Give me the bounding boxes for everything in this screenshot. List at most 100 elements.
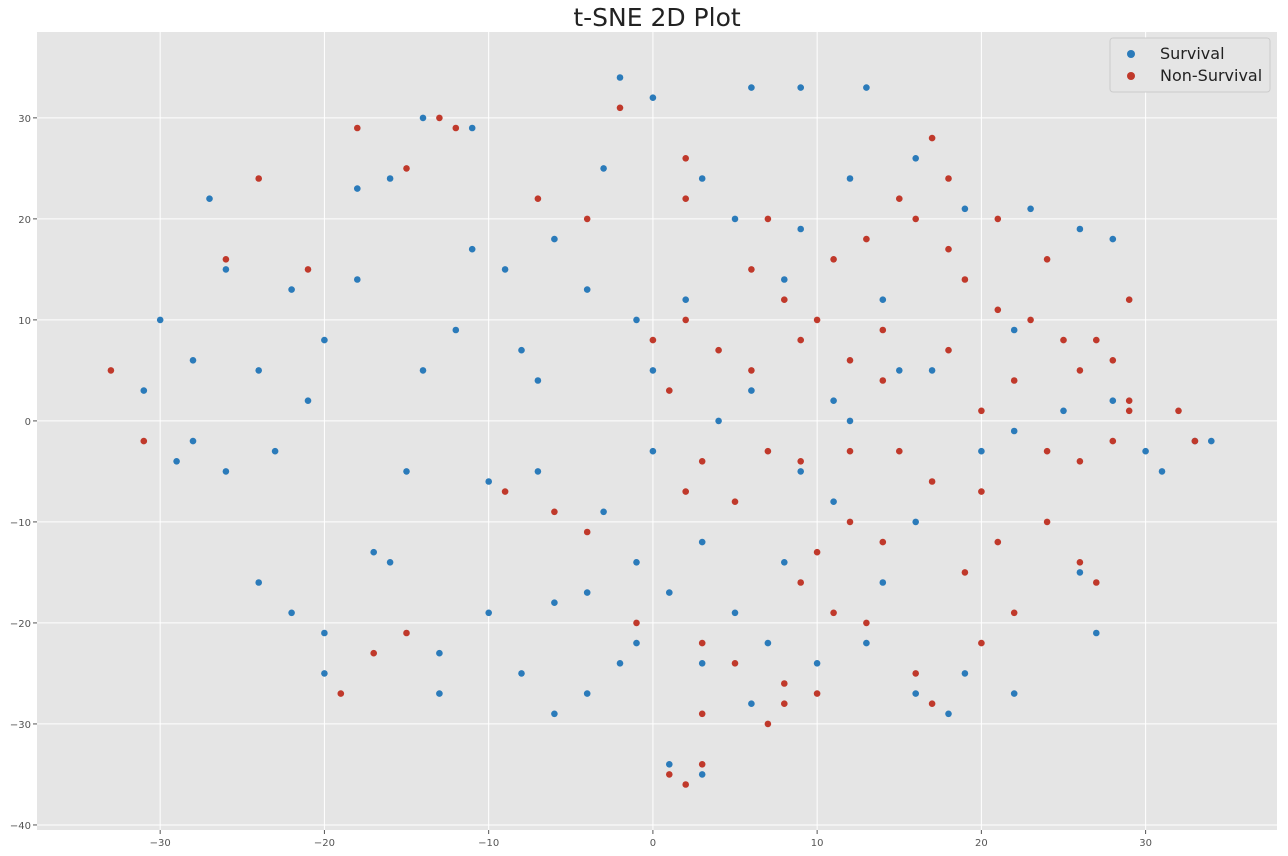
- survival-point: [1158, 468, 1166, 475]
- survival-point: [1010, 427, 1018, 435]
- y-tick-label: −10: [10, 518, 31, 529]
- non-survival-point: [370, 649, 378, 657]
- non-survival-point: [978, 488, 985, 495]
- plot-background: [37, 32, 1277, 830]
- survival-point: [304, 397, 312, 405]
- chart-title: t-SNE 2D Plot: [573, 3, 741, 32]
- non-survival-point: [403, 165, 410, 172]
- survival-point: [781, 276, 788, 283]
- survival-point: [189, 357, 197, 364]
- non-survival-point: [994, 215, 1002, 223]
- survival-point: [764, 639, 772, 647]
- survival-point: [830, 498, 837, 506]
- non-survival-point: [731, 498, 739, 506]
- survival-point: [813, 660, 821, 667]
- survival-point: [912, 155, 919, 162]
- non-survival-point: [879, 538, 887, 546]
- survival-point: [698, 660, 706, 667]
- non-survival-point: [616, 104, 624, 112]
- non-survival-point: [813, 690, 821, 697]
- survival-point: [797, 84, 804, 91]
- series-non-survival: [107, 104, 1199, 788]
- survival-point: [1027, 205, 1034, 213]
- non-survival-point: [452, 124, 460, 132]
- non-survival-point: [1125, 397, 1133, 405]
- non-survival-point: [978, 639, 985, 647]
- survival-point: [649, 367, 657, 374]
- survival-point: [1060, 407, 1067, 415]
- non-survival-point: [715, 346, 722, 354]
- x-tick-label: 0: [650, 838, 656, 849]
- non-survival-point: [896, 195, 903, 202]
- non-survival-point: [879, 326, 887, 334]
- non-survival-point: [764, 215, 772, 223]
- survival-point: [633, 639, 640, 647]
- survival-point: [1142, 447, 1149, 455]
- non-survival-point: [682, 316, 689, 324]
- survival-point: [863, 84, 870, 91]
- non-survival-point: [682, 488, 689, 495]
- survival-point: [354, 185, 361, 192]
- survival-point: [1076, 225, 1084, 233]
- survival-point: [978, 447, 985, 455]
- survival-point: [156, 316, 164, 324]
- survival-point: [1010, 690, 1018, 697]
- survival-point: [698, 538, 706, 546]
- survival-point: [485, 478, 493, 485]
- legend-marker-non-survival: [1127, 72, 1135, 80]
- non-survival-point: [863, 235, 870, 243]
- y-tick-label: 30: [18, 114, 31, 125]
- survival-point: [551, 599, 558, 606]
- x-tick-label: 20: [975, 838, 988, 849]
- non-survival-point: [830, 255, 837, 263]
- legend-box: [1109, 37, 1271, 93]
- x-tick-label: −30: [150, 838, 171, 849]
- non-survival-point: [879, 377, 887, 384]
- survival-point: [140, 387, 148, 394]
- survival-point: [468, 245, 476, 253]
- non-survival-point: [698, 639, 706, 647]
- survival-point: [255, 367, 262, 374]
- survival-point: [551, 710, 558, 718]
- survival-point: [928, 367, 936, 374]
- non-survival-point: [1060, 336, 1067, 344]
- survival-point: [271, 447, 279, 455]
- non-survival-point: [797, 458, 804, 465]
- non-survival-point: [846, 357, 854, 364]
- survival-point: [830, 397, 837, 405]
- non-survival-point: [945, 245, 952, 253]
- survival-point: [518, 670, 525, 677]
- survival-point: [731, 609, 739, 617]
- non-survival-point: [682, 195, 689, 202]
- non-survival-point: [1076, 458, 1084, 465]
- survival-point: [386, 559, 394, 566]
- survival-point: [945, 710, 952, 718]
- survival-point: [633, 559, 640, 566]
- survival-point: [452, 326, 460, 334]
- survival-point: [961, 670, 969, 677]
- x-tick-label: −20: [314, 838, 335, 849]
- non-survival-point: [731, 660, 739, 667]
- non-survival-point: [748, 266, 755, 273]
- survival-point: [485, 609, 493, 617]
- non-survival-point: [551, 508, 558, 516]
- survival-point: [583, 589, 591, 596]
- survival-point: [666, 761, 673, 768]
- legend: Survival Non-Survival: [1109, 37, 1271, 93]
- non-survival-point: [1043, 518, 1051, 526]
- y-tick-label: 10: [18, 316, 31, 327]
- non-survival-point: [978, 407, 985, 415]
- non-survival-point: [255, 175, 262, 182]
- survival-point: [731, 215, 739, 223]
- x-tick-label: −10: [478, 838, 499, 849]
- non-survival-point: [846, 447, 854, 455]
- legend-marker-survival: [1127, 50, 1135, 58]
- legend-label-non-survival: Non-Survival: [1160, 66, 1262, 85]
- non-survival-point: [682, 781, 689, 788]
- non-survival-point: [1043, 255, 1051, 263]
- non-survival-point: [583, 528, 591, 536]
- survival-point: [649, 447, 657, 455]
- survival-point: [600, 165, 607, 172]
- non-survival-point: [1109, 437, 1117, 445]
- survival-point: [321, 336, 328, 344]
